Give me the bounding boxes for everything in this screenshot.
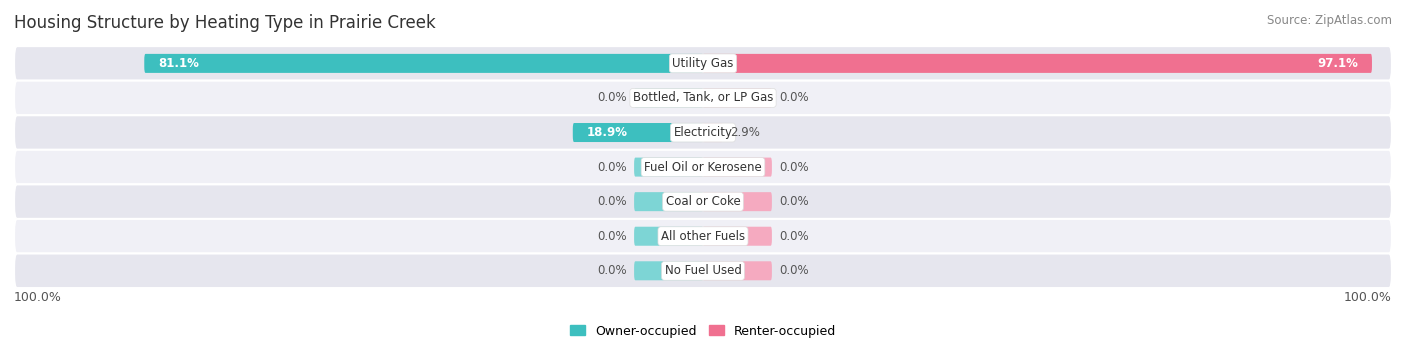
FancyBboxPatch shape	[634, 192, 703, 211]
Text: 81.1%: 81.1%	[157, 57, 198, 70]
FancyBboxPatch shape	[14, 150, 1392, 184]
Text: 0.0%: 0.0%	[779, 161, 808, 174]
FancyBboxPatch shape	[14, 81, 1392, 115]
Text: 0.0%: 0.0%	[779, 230, 808, 243]
Text: 18.9%: 18.9%	[586, 126, 627, 139]
FancyBboxPatch shape	[145, 54, 703, 73]
Text: Coal or Coke: Coal or Coke	[665, 195, 741, 208]
FancyBboxPatch shape	[703, 158, 772, 177]
Text: Bottled, Tank, or LP Gas: Bottled, Tank, or LP Gas	[633, 91, 773, 104]
FancyBboxPatch shape	[703, 123, 723, 142]
Text: 0.0%: 0.0%	[779, 195, 808, 208]
FancyBboxPatch shape	[14, 219, 1392, 253]
Text: 2.9%: 2.9%	[730, 126, 759, 139]
FancyBboxPatch shape	[703, 227, 772, 246]
Text: 100.0%: 100.0%	[1344, 291, 1392, 304]
Text: 0.0%: 0.0%	[598, 230, 627, 243]
Text: 97.1%: 97.1%	[1317, 57, 1358, 70]
FancyBboxPatch shape	[703, 261, 772, 280]
FancyBboxPatch shape	[703, 192, 772, 211]
FancyBboxPatch shape	[634, 88, 703, 107]
Text: All other Fuels: All other Fuels	[661, 230, 745, 243]
FancyBboxPatch shape	[703, 54, 1372, 73]
FancyBboxPatch shape	[703, 88, 772, 107]
FancyBboxPatch shape	[634, 227, 703, 246]
Text: No Fuel Used: No Fuel Used	[665, 264, 741, 277]
FancyBboxPatch shape	[572, 123, 703, 142]
FancyBboxPatch shape	[14, 253, 1392, 288]
FancyBboxPatch shape	[14, 46, 1392, 81]
FancyBboxPatch shape	[14, 115, 1392, 150]
FancyBboxPatch shape	[634, 261, 703, 280]
FancyBboxPatch shape	[634, 158, 703, 177]
Text: Utility Gas: Utility Gas	[672, 57, 734, 70]
Text: 0.0%: 0.0%	[779, 91, 808, 104]
Text: 0.0%: 0.0%	[598, 264, 627, 277]
Text: 0.0%: 0.0%	[598, 161, 627, 174]
Text: 100.0%: 100.0%	[14, 291, 62, 304]
Text: Electricity: Electricity	[673, 126, 733, 139]
Text: Housing Structure by Heating Type in Prairie Creek: Housing Structure by Heating Type in Pra…	[14, 14, 436, 32]
FancyBboxPatch shape	[14, 184, 1392, 219]
Text: Source: ZipAtlas.com: Source: ZipAtlas.com	[1267, 14, 1392, 27]
Text: 0.0%: 0.0%	[598, 91, 627, 104]
Text: 0.0%: 0.0%	[779, 264, 808, 277]
Text: Fuel Oil or Kerosene: Fuel Oil or Kerosene	[644, 161, 762, 174]
Text: 0.0%: 0.0%	[598, 195, 627, 208]
Legend: Owner-occupied, Renter-occupied: Owner-occupied, Renter-occupied	[565, 320, 841, 341]
